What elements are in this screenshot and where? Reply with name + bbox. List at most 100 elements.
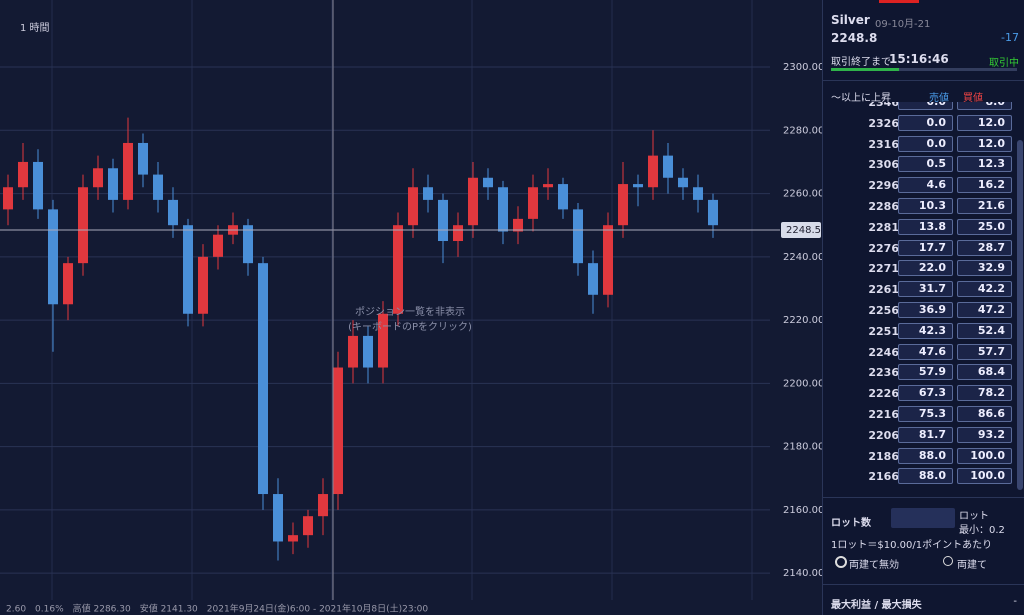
- buy-price[interactable]: 25.0: [957, 218, 1012, 235]
- strike: 2346: [868, 102, 899, 109]
- candle-body: [243, 225, 253, 264]
- buy-price[interactable]: 12.0: [957, 114, 1012, 131]
- y-tick-label: 2300.00: [783, 62, 822, 73]
- y-tick-label: 2200.00: [783, 378, 822, 389]
- strike: 2286: [868, 200, 899, 213]
- candle-body: [318, 494, 328, 517]
- buy-price[interactable]: 57.7: [957, 343, 1012, 360]
- candle-body: [48, 209, 58, 305]
- strike: 2226: [868, 387, 899, 401]
- candle-body: [468, 177, 478, 226]
- radio[interactable]: [835, 556, 847, 568]
- price-tag: 2248.5: [786, 225, 821, 236]
- sell-price[interactable]: 75.3: [898, 406, 953, 422]
- lot-min: 最小：0.2: [959, 525, 1005, 536]
- divider: [823, 497, 1024, 498]
- sell-price[interactable]: 4.6: [898, 177, 953, 194]
- lot-unit: ロット: [959, 511, 989, 522]
- candle-body: [123, 142, 133, 200]
- divider: [823, 584, 1024, 585]
- lot-label: ロット数: [831, 518, 871, 529]
- strike: 2236: [868, 366, 899, 380]
- sell-price[interactable]: 17.7: [898, 239, 953, 256]
- strike: 2316: [868, 137, 899, 151]
- buy-price[interactable]: 32.9: [957, 260, 1012, 277]
- footer-info: 2.60 0.16% 高値 2286.30 安値 2141.30 2021年9月…: [6, 603, 428, 615]
- buy-price[interactable]: 100.0: [957, 468, 1012, 485]
- buy-price[interactable]: 16.2: [957, 177, 1012, 194]
- candle-body: [483, 177, 493, 188]
- sell-price[interactable]: 0.0: [898, 114, 953, 131]
- sell-price[interactable]: 0.0: [898, 135, 953, 152]
- sell-price[interactable]: 0.0: [898, 102, 953, 110]
- chart: 1 時間 2140.00 2160.00 2180.00 2200.00 2220.00…: [0, 0, 822, 615]
- radio-label: 両建て: [957, 560, 987, 571]
- candle-body: [213, 234, 223, 257]
- timeframe: 1 時間: [20, 22, 50, 34]
- sell-price[interactable]: 42.3: [898, 322, 953, 339]
- y-tick-label: 2280.00: [783, 125, 822, 136]
- candle-body: [348, 335, 358, 368]
- candle-body: [678, 177, 688, 188]
- candle-body: [633, 184, 643, 188]
- candle-body: [303, 516, 313, 536]
- buy-price[interactable]: 93.2: [957, 426, 1012, 443]
- scrollbar: [1017, 140, 1023, 490]
- strike: 2271: [868, 262, 899, 276]
- buy-price[interactable]: 52.4: [957, 322, 1012, 339]
- buy-price[interactable]: 47.2: [957, 302, 1012, 318]
- sell-price[interactable]: 88.0: [898, 468, 953, 485]
- candle-body: [363, 335, 373, 368]
- candle-body: [663, 155, 673, 178]
- divider: [823, 80, 1024, 81]
- buy-price[interactable]: 86.6: [957, 406, 1012, 422]
- buy-price[interactable]: 8.0: [957, 102, 1012, 110]
- sell-price[interactable]: 88.0: [898, 447, 953, 464]
- candle-body: [693, 187, 703, 200]
- sell-price[interactable]: 36.9: [898, 302, 953, 318]
- sell-price[interactable]: 81.7: [898, 426, 953, 443]
- strike: 2306: [868, 158, 899, 172]
- radio-label: 両建て無効: [849, 560, 899, 571]
- col-strike: 〜以上に上昇: [831, 93, 891, 104]
- strike: 2261: [868, 283, 899, 297]
- sell-price[interactable]: 31.7: [898, 281, 953, 298]
- candle-body: [138, 142, 148, 175]
- buy-price[interactable]: 42.2: [957, 281, 1012, 298]
- radio[interactable]: [943, 556, 953, 566]
- date: 09-10月-21: [875, 19, 931, 30]
- candle-body: [498, 187, 508, 232]
- sell-price[interactable]: 57.9: [898, 364, 953, 381]
- candle-body: [168, 199, 178, 226]
- strike: 2251: [868, 324, 899, 338]
- countdown: 15:16:46: [889, 52, 949, 66]
- sell-price[interactable]: 13.8: [898, 218, 953, 235]
- progress-bar: [831, 68, 899, 71]
- y-tick-label: 2160.00: [783, 505, 822, 516]
- sell-price[interactable]: 22.0: [898, 260, 953, 277]
- candle-body: [63, 263, 73, 305]
- candle-body: [183, 225, 193, 314]
- strike: 2166: [868, 470, 899, 484]
- buy-price[interactable]: 100.0: [957, 447, 1012, 464]
- buy-price[interactable]: 21.6: [957, 198, 1012, 214]
- buy-price[interactable]: 78.2: [957, 385, 1012, 402]
- buy-price[interactable]: 12.0: [957, 135, 1012, 152]
- candle-body: [153, 174, 163, 200]
- candle-body: [573, 209, 583, 264]
- status: 取引中: [989, 58, 1019, 69]
- sell-price[interactable]: 0.5: [898, 156, 953, 173]
- sell-price[interactable]: 10.3: [898, 198, 953, 214]
- candle-body: [393, 225, 403, 314]
- candle-body: [453, 225, 463, 242]
- overlay-text: ポジション一覧を非表示: [355, 305, 465, 318]
- strike: 2246: [868, 345, 899, 359]
- buy-price[interactable]: 12.3: [957, 156, 1012, 173]
- overlay-text: (キーボードのPをクリック): [348, 321, 472, 333]
- buy-price[interactable]: 68.4: [957, 364, 1012, 381]
- lot-input[interactable]: [891, 508, 955, 528]
- candle-body: [93, 168, 103, 188]
- sell-price[interactable]: 47.6: [898, 343, 953, 360]
- buy-price[interactable]: 28.7: [957, 239, 1012, 256]
- sell-price[interactable]: 67.3: [898, 385, 953, 402]
